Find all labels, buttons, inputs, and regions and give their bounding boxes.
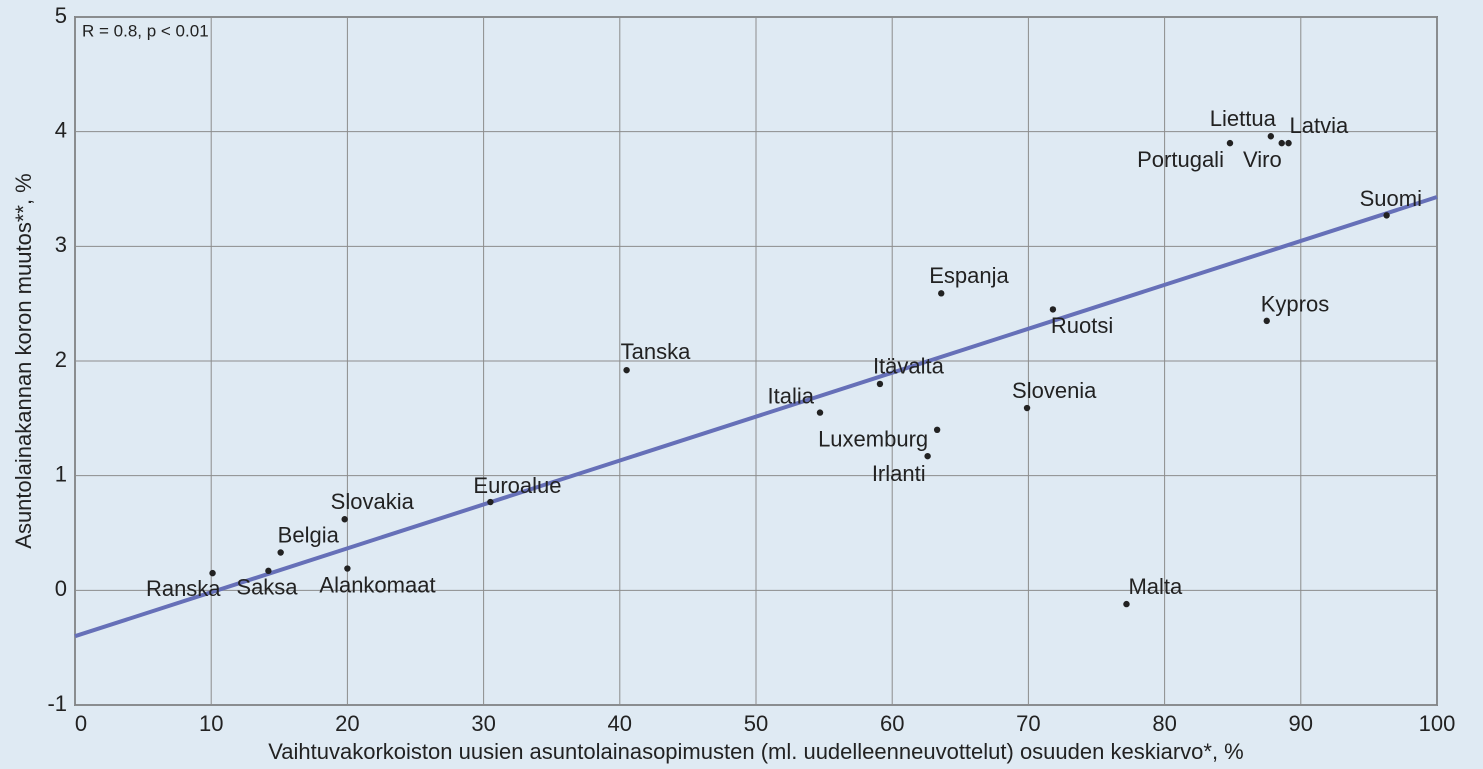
y-tick-label: 2 (55, 347, 67, 372)
point-label: Espanja (929, 263, 1009, 288)
point (1263, 317, 1270, 325)
x-tick-label: 90 (1289, 711, 1313, 736)
point (1383, 212, 1390, 219)
point-label: Kypros (1261, 292, 1329, 317)
point-label: Luxemburg (818, 427, 928, 452)
point (876, 380, 884, 388)
point-label: Viro (1243, 147, 1282, 172)
point (938, 290, 945, 297)
point-label: Ranska (146, 576, 221, 601)
point-label: Saksa (236, 575, 298, 600)
x-tick-label: 10 (199, 711, 223, 736)
point (1267, 133, 1275, 140)
y-tick-label: 3 (55, 232, 67, 257)
trend-line (74, 195, 1438, 639)
point (341, 516, 348, 523)
point-label: Italia (768, 383, 815, 408)
point-label: Suomi (1360, 186, 1422, 211)
x-tick-label: 40 (608, 711, 632, 736)
point-label: Belgia (278, 522, 340, 547)
point (1285, 139, 1292, 147)
point-label: Tanska (621, 339, 691, 364)
y-tick-label: 1 (55, 461, 67, 486)
y-axis-label: Asuntolainakannan koron muutos**, % (11, 173, 36, 548)
point-label: Itävalta (873, 354, 945, 379)
point-label: Alankomaat (319, 572, 435, 597)
y-tick-label: 5 (55, 3, 67, 28)
y-tick-label: -1 (47, 691, 67, 716)
point-label: Irlanti (872, 461, 926, 486)
point-label: Euroalue (473, 473, 561, 498)
y-tick-label: 4 (55, 117, 67, 142)
x-tick-label: 70 (1016, 711, 1040, 736)
point-label: Latvia (1290, 113, 1349, 138)
point-label: Slovakia (331, 489, 415, 514)
point-label: Malta (1128, 574, 1183, 599)
point (487, 498, 494, 506)
point (1123, 600, 1130, 608)
point-label: Slovenia (1012, 378, 1097, 403)
x-tick-label: 50 (744, 711, 768, 736)
x-tick-label: 80 (1152, 711, 1176, 736)
point (1023, 404, 1031, 412)
point (277, 549, 284, 556)
x-tick-label: 100 (1419, 711, 1456, 736)
point (623, 366, 630, 374)
y-tick-label: 0 (55, 576, 67, 601)
x-tick-label: 30 (471, 711, 495, 736)
annotation: R = 0.8, p < 0.01 (82, 21, 209, 40)
point-label: Liettua (1210, 106, 1277, 131)
x-tick-label: 0 (75, 711, 87, 736)
point (344, 565, 351, 572)
point (265, 567, 272, 575)
point-label: Ruotsi (1051, 313, 1113, 338)
x-axis-label: Vaihtuvakorkoiston uusien asuntolainasop… (268, 739, 1244, 764)
point (816, 409, 824, 416)
x-tick-label: 60 (880, 711, 904, 736)
point (1278, 139, 1285, 147)
point (924, 452, 931, 460)
x-tick-label: 20 (335, 711, 359, 736)
point (933, 426, 941, 433)
point (209, 569, 216, 577)
point-label: Portugali (1137, 147, 1224, 172)
point (1049, 306, 1057, 313)
point (1226, 139, 1234, 147)
